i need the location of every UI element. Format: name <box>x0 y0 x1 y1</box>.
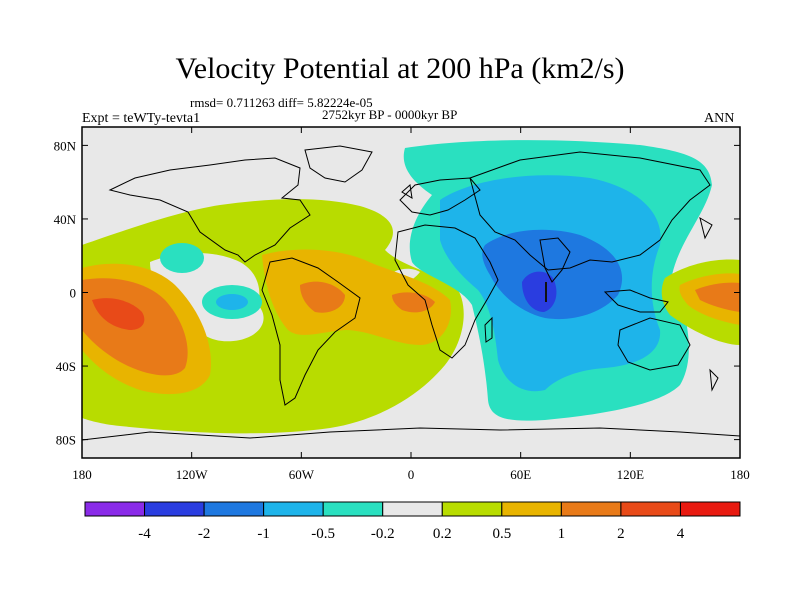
coast-antarctica <box>82 427 740 441</box>
negative-extreme-core <box>522 271 557 312</box>
coast-south-america <box>261 257 361 406</box>
lat-tick-label: 0 <box>70 286 77 301</box>
colorbar-label: -4 <box>138 526 151 542</box>
map-panel <box>82 127 740 458</box>
colorbar-label: -0.2 <box>371 526 395 542</box>
coast-australia <box>617 317 691 371</box>
colorbar-swatch <box>322 501 384 517</box>
latitude-axis: 80N 40N 0 40S 80S <box>54 138 740 448</box>
coast-india <box>539 237 571 283</box>
negative-mid-spot-central <box>216 294 248 310</box>
rmsd-diff-stats: rmsd= 0.711263 diff= 5.82224e-05 <box>190 95 373 110</box>
lat-tick-label: 40N <box>54 212 77 227</box>
lon-tick-label: 120E <box>617 467 645 482</box>
colorbar-swatch <box>263 501 324 517</box>
colorbar-swatch <box>441 501 503 517</box>
positive-strong-west-pacific <box>695 282 740 312</box>
colorbar-swatch <box>382 501 443 517</box>
colorbar-label: 2 <box>617 526 625 542</box>
colorbar-swatch <box>84 501 146 517</box>
coast-japan <box>699 216 713 240</box>
lon-tick-label: 180 <box>730 467 750 482</box>
coast-greenland <box>304 145 373 183</box>
coast-uk <box>401 184 413 199</box>
lon-tick-label: 60W <box>289 467 315 482</box>
lon-tick-label: 120W <box>176 467 209 482</box>
colorbar-swatch <box>679 501 741 517</box>
colorbar-label: -1 <box>257 526 270 542</box>
lon-tick-label: 180 <box>72 467 92 482</box>
colorbar-label: 0.2 <box>433 526 452 542</box>
positive-strong-gulf-guinea <box>392 292 435 313</box>
lat-tick-label: 80N <box>54 138 77 153</box>
coast-new-zealand <box>709 368 719 392</box>
colorbar-label: -0.5 <box>311 526 335 542</box>
colorbar-swatch <box>144 501 205 517</box>
colorbar: -4 -2 -1 -0.5 -0.2 0.2 0.5 1 2 4 <box>84 501 741 542</box>
colorbar-label: 4 <box>677 526 685 542</box>
lat-tick-label: 80S <box>56 433 76 448</box>
plot-title: Velocity Potential at 200 hPa (km2/s) <box>175 52 625 85</box>
positive-core-pacific <box>92 298 145 330</box>
longitude-axis: 180 120W 60W 0 60E 120E 180 <box>72 127 750 482</box>
colorbar-label: 0.5 <box>492 526 511 542</box>
colorbar-label: 1 <box>558 526 566 542</box>
lon-tick-label: 0 <box>408 467 415 482</box>
negative-strong-region <box>482 229 623 320</box>
colorbar-swatch <box>501 501 562 517</box>
coast-madagascar <box>484 316 493 343</box>
lon-tick-label: 60E <box>510 467 531 482</box>
coast-north-america <box>108 157 311 263</box>
positive-mid-south-america <box>262 249 451 345</box>
period-label: 2752kyr BP - 0000kyr BP <box>322 107 458 122</box>
coastlines <box>82 145 740 441</box>
colorbar-swatch <box>203 501 265 517</box>
lat-tick-label: 40S <box>56 359 76 374</box>
colorbar-swatch <box>560 501 622 517</box>
experiment-label: Expt = teWTy-tevta1 <box>82 111 201 126</box>
season-label: ANN <box>704 111 735 126</box>
colorbar-label: -2 <box>198 526 211 542</box>
coast-africa <box>394 224 499 359</box>
coast-europe <box>399 177 481 216</box>
coast-asia <box>469 151 711 271</box>
positive-strong-amazon <box>300 281 345 313</box>
negative-weak-spot-west <box>160 243 204 273</box>
colorbar-swatch <box>620 501 681 517</box>
coast-maritime-continent <box>603 289 669 313</box>
